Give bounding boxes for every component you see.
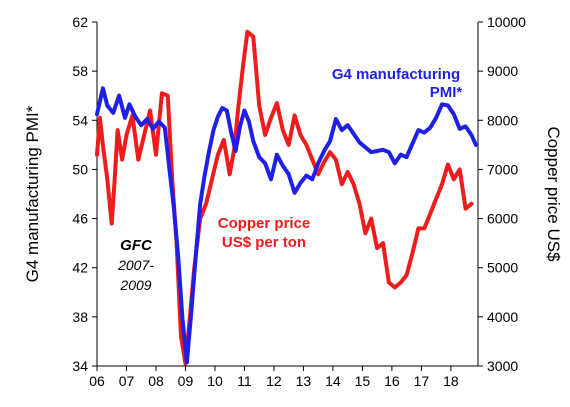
right-tick-label: 3000 xyxy=(487,358,518,374)
left-tick-label: 34 xyxy=(72,358,88,374)
x-tick-label: 16 xyxy=(384,373,400,389)
left-tick-label: 42 xyxy=(72,260,88,276)
x-tick-label: 07 xyxy=(119,373,135,389)
series-layer xyxy=(95,29,478,366)
pmi-annotation-line2: PMI* xyxy=(430,84,463,101)
x-tick-label: 12 xyxy=(266,373,282,389)
right-tick-label: 7000 xyxy=(487,161,518,177)
gfc-annotation-title: GFC xyxy=(120,237,153,254)
right-tick-label: 10000 xyxy=(487,14,526,30)
left-tick-label: 50 xyxy=(72,161,88,177)
axes-layer: 34 38 42 46 50 54 58 62 3000 4000 5000 6000 7000 8000… xyxy=(23,14,563,389)
x-tick-label: 13 xyxy=(296,373,312,389)
right-axis-title: Copper price US$ xyxy=(544,126,563,262)
copper-annotation-line2: US$ per ton xyxy=(222,234,306,251)
x-tick-label: 09 xyxy=(178,373,194,389)
pmi-series-line xyxy=(95,86,478,365)
pmi-annotation-line1: G4 manufacturing xyxy=(332,66,460,83)
copper-annotation-line1: Copper price xyxy=(218,215,311,232)
right-tick-label: 5000 xyxy=(487,260,518,276)
x-tick-label: 17 xyxy=(414,373,430,389)
x-tick-label: 11 xyxy=(237,373,252,389)
left-tick-label: 46 xyxy=(72,211,88,227)
left-tick-label: 38 xyxy=(72,309,88,325)
right-tick-label: 9000 xyxy=(487,63,518,79)
right-tick-label: 6000 xyxy=(487,211,518,227)
left-tick-label: 58 xyxy=(72,63,88,79)
gfc-annotation-years-end: 2009 xyxy=(119,277,151,293)
x-tick-label: 15 xyxy=(355,373,371,389)
gfc-annotation-years-start: 2007- xyxy=(117,257,154,273)
left-tick-label: 62 xyxy=(72,14,88,30)
x-tick-label: 10 xyxy=(207,373,223,389)
x-tick-label: 08 xyxy=(148,373,164,389)
x-tick-label: 18 xyxy=(443,373,459,389)
right-tick-label: 4000 xyxy=(487,309,518,325)
x-tick-label: 06 xyxy=(89,373,105,389)
x-tick-label: 14 xyxy=(325,373,341,389)
right-tick-label: 8000 xyxy=(487,112,518,128)
left-axis-title: G4 manufacturing PMI* xyxy=(23,105,42,282)
left-tick-label: 54 xyxy=(72,112,88,128)
